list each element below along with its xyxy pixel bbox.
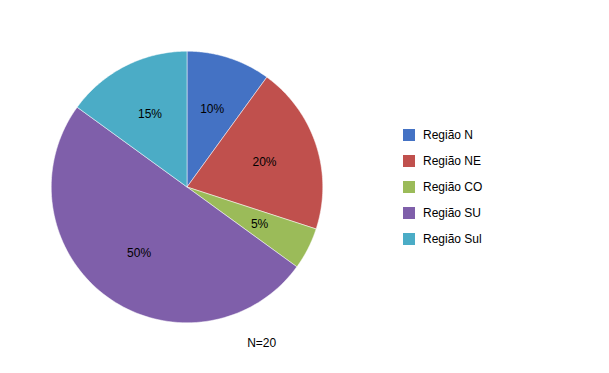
svg-text:50%: 50%: [127, 246, 151, 260]
html-text:Região N: Região N: [423, 127, 473, 142]
html-text:Região CO: Região CO: [423, 179, 483, 194]
html-text:Região SU: Região SU: [423, 205, 481, 220]
svg-text:20%: 20%: [252, 155, 276, 169]
svg-text:5%: 5%: [251, 217, 269, 231]
html-text:Região Sul: Região Sul: [423, 231, 482, 246]
svg-text:15%: 15%: [138, 107, 162, 121]
html-text:Região NE: Região NE: [423, 153, 481, 168]
svg-text:10%: 10%: [200, 102, 224, 116]
svg-text:N=20: N=20: [247, 336, 276, 350]
